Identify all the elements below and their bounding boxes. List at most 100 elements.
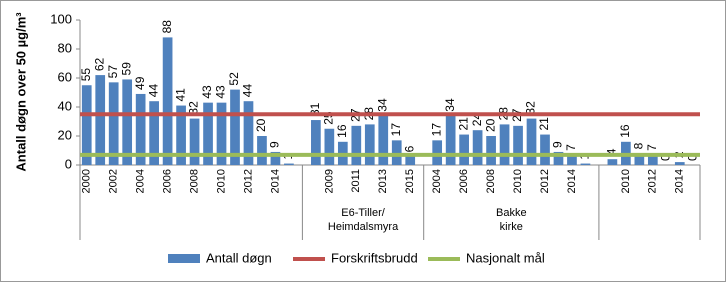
- bar: [647, 154, 658, 165]
- bar: [513, 125, 523, 165]
- legend-label: Antall døgn: [206, 250, 272, 265]
- bar: [445, 115, 456, 165]
- value-label: 55: [79, 68, 93, 82]
- x-tick-label: 2012: [242, 169, 254, 193]
- value-label: 32: [187, 101, 201, 115]
- value-label: 57: [106, 65, 120, 79]
- y-tick-label: 20: [58, 127, 72, 142]
- value-label: 21: [456, 117, 470, 131]
- value-label: 9: [268, 141, 282, 148]
- bar: [540, 134, 550, 165]
- y-tick-label: 80: [58, 40, 72, 55]
- bar: [216, 102, 227, 165]
- value-label: 32: [524, 101, 538, 115]
- x-tick-label: 2000: [81, 169, 93, 193]
- value-label: 62: [92, 57, 106, 71]
- bar: [553, 151, 564, 165]
- y-tick-label: 60: [58, 69, 72, 84]
- y-axis-label: Antall døgn over 50 µg/m³: [13, 12, 28, 172]
- value-label: 8: [632, 142, 646, 149]
- value-label: 49: [133, 76, 147, 90]
- value-label: 34: [443, 98, 457, 112]
- bar: [351, 125, 362, 165]
- x-tick-label: 2008: [188, 169, 200, 193]
- y-tick-label: 40: [58, 98, 72, 113]
- bar: [432, 140, 443, 165]
- x-tick-label: 2006: [162, 169, 174, 193]
- value-label: 0: [685, 154, 699, 161]
- y-tick-label: 100: [50, 11, 72, 26]
- bar: [243, 101, 254, 165]
- x-tick-label: 2004: [431, 169, 443, 193]
- value-label: 16: [618, 124, 632, 138]
- x-tick-label: 2014: [566, 169, 578, 193]
- value-label: 17: [389, 123, 403, 137]
- bar: [405, 156, 416, 165]
- y-tick-label: 0: [65, 156, 72, 171]
- value-label: 9: [551, 141, 565, 148]
- value-label: 20: [483, 118, 497, 132]
- value-label: 59: [119, 62, 133, 76]
- legend-label: Nasjonalt mål: [466, 250, 545, 265]
- value-label: 41: [173, 88, 187, 102]
- bar: [108, 82, 119, 165]
- bar: [580, 163, 591, 165]
- x-tick-label: 2010: [512, 169, 524, 193]
- x-tick-label: 2015: [404, 169, 416, 193]
- group-label: Bakke kirke: [496, 207, 527, 233]
- bar: [674, 162, 685, 165]
- bar: [324, 128, 335, 165]
- group-label: E6-Tiller/Heimdalsmyra: [328, 207, 399, 233]
- value-label: 43: [214, 85, 228, 99]
- bar: [634, 153, 645, 165]
- value-label: 7: [564, 144, 578, 151]
- value-label: 0: [658, 154, 672, 161]
- bar: [95, 75, 106, 165]
- x-tick-label: 2006: [458, 169, 470, 193]
- bar: [203, 102, 213, 165]
- bar: [391, 140, 402, 165]
- bar: [311, 120, 321, 165]
- value-label: 6: [402, 145, 416, 152]
- value-label: 20: [254, 118, 268, 132]
- value-label: 44: [241, 84, 255, 98]
- x-tick-label: 2011: [350, 169, 362, 193]
- x-tick-label: 2004: [135, 169, 147, 193]
- x-tick-label: 2002: [108, 169, 120, 193]
- value-label: 17: [429, 123, 443, 137]
- legend-label: Forskriftsbrudd: [331, 250, 418, 265]
- bar: [486, 136, 496, 165]
- value-label: 43: [200, 85, 214, 99]
- bar: [270, 151, 281, 165]
- legend-swatch: [168, 254, 200, 263]
- x-tick-label: 2009: [323, 169, 335, 193]
- bar: [122, 79, 133, 165]
- value-label: 4: [605, 148, 619, 155]
- bar: [567, 154, 577, 165]
- bar: [149, 101, 159, 165]
- bar: [378, 115, 389, 165]
- value-label: 44: [146, 84, 160, 98]
- bar: [499, 124, 510, 165]
- bar: [284, 163, 294, 165]
- value-label: 21: [537, 117, 551, 131]
- bar: [459, 134, 469, 165]
- value-label: 88: [160, 20, 174, 34]
- bar: [176, 105, 186, 165]
- bar: [472, 130, 483, 165]
- x-tick-label: 2010: [620, 169, 632, 193]
- x-tick-label: 2012: [539, 169, 551, 193]
- value-label: 52: [227, 72, 241, 86]
- bar: [257, 136, 267, 165]
- x-tick-label: 2014: [674, 169, 686, 193]
- bar: [607, 159, 618, 165]
- bar: [81, 85, 92, 165]
- x-tick-label: 2010: [215, 169, 227, 193]
- x-tick-label: 2008: [485, 169, 497, 193]
- value-label: 7: [645, 144, 659, 151]
- bar: [230, 89, 240, 165]
- x-tick-label: 2012: [647, 169, 659, 193]
- bar: [162, 37, 173, 165]
